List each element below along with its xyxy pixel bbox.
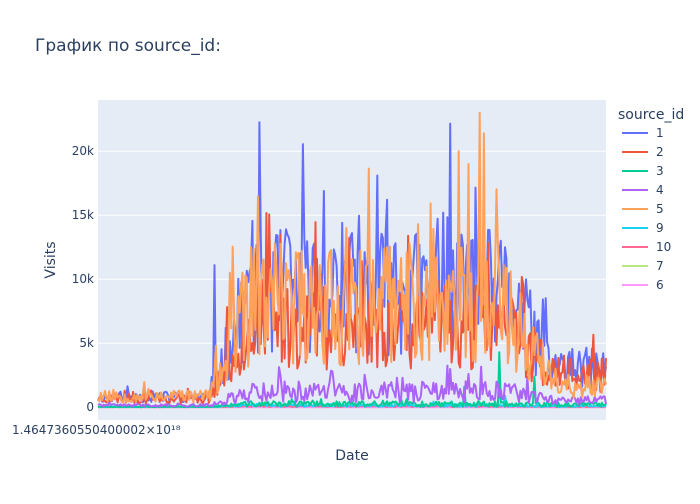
legend-label: 2 <box>656 145 664 159</box>
legend-label: 5 <box>656 202 664 216</box>
x-axis-label: Date <box>335 448 368 464</box>
chart-title: График по source_id: <box>35 36 221 56</box>
legend-label: 6 <box>656 278 664 292</box>
y-tick-label: 10k <box>72 272 94 286</box>
legend-title: source_id <box>618 107 684 123</box>
y-tick-label: 15k <box>72 208 94 222</box>
legend-item-9[interactable]: 9 <box>622 221 664 235</box>
legend-label: 9 <box>656 221 664 235</box>
y-tick-label: 0 <box>86 400 94 414</box>
legend-item-10[interactable]: 10 <box>622 240 671 254</box>
legend-label: 10 <box>656 240 671 254</box>
y-tick-label: 5k <box>79 336 94 350</box>
legend-label: 3 <box>656 164 664 178</box>
y-axis-label: Visits <box>43 241 59 278</box>
legend: source_id 1 2 3 4 5 9 10 7 6 <box>618 107 684 292</box>
legend-item-5[interactable]: 5 <box>622 202 664 216</box>
legend-label: 4 <box>656 183 664 197</box>
legend-label: 7 <box>656 259 664 273</box>
legend-item-1[interactable]: 1 <box>622 126 664 140</box>
legend-item-7[interactable]: 7 <box>622 259 664 273</box>
y-tick-label: 20k <box>72 144 94 158</box>
legend-label: 1 <box>656 126 664 140</box>
legend-item-3[interactable]: 3 <box>622 164 664 178</box>
legend-item-2[interactable]: 2 <box>622 145 664 159</box>
legend-item-6[interactable]: 6 <box>622 278 664 292</box>
x-tick-label: 1.4647360550400002×10¹⁸ <box>12 423 181 437</box>
y-axis-ticks: 0 5k 10k 15k 20k <box>72 144 94 414</box>
legend-item-4[interactable]: 4 <box>622 183 664 197</box>
